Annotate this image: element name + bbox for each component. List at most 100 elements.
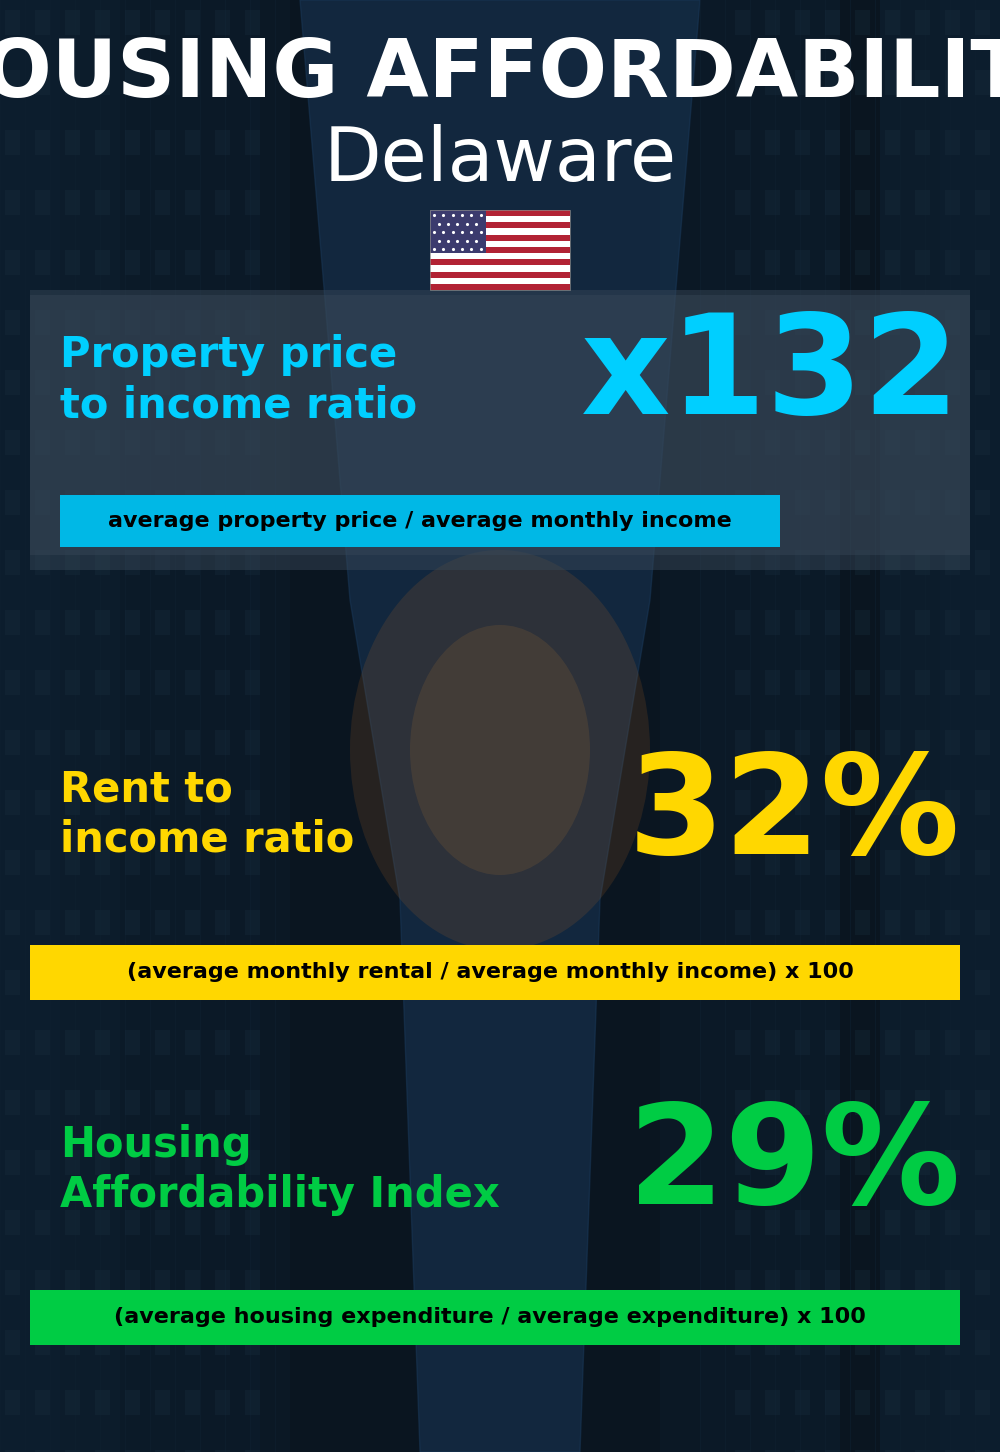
Bar	[65, 131, 80, 155]
Text: 32%: 32%	[628, 748, 960, 883]
Bar	[185, 1090, 200, 1115]
Bar	[5, 1210, 20, 1236]
Bar	[95, 1210, 110, 1236]
Bar	[975, 1330, 990, 1355]
Bar	[185, 430, 200, 454]
Bar	[95, 1150, 110, 1175]
Bar	[5, 309, 20, 335]
Bar	[885, 669, 900, 696]
Bar	[215, 1330, 230, 1355]
Bar	[245, 669, 260, 696]
Bar	[430, 211, 486, 253]
Bar	[65, 430, 80, 454]
Bar	[885, 790, 900, 815]
Bar	[125, 1029, 140, 1056]
Bar	[825, 849, 840, 876]
Bar	[5, 190, 20, 215]
Bar	[95, 1451, 110, 1452]
Bar	[430, 235, 570, 241]
Bar	[95, 1090, 110, 1115]
Bar	[885, 1270, 900, 1295]
Bar	[945, 489, 960, 515]
Bar	[735, 250, 750, 274]
Bar	[825, 190, 840, 215]
Bar	[215, 1029, 230, 1056]
Bar	[95, 370, 110, 395]
Bar	[975, 1390, 990, 1416]
Bar	[125, 550, 140, 575]
Bar	[885, 1451, 900, 1452]
Bar	[125, 1390, 140, 1416]
Ellipse shape	[350, 550, 650, 950]
Text: to income ratio: to income ratio	[60, 383, 417, 425]
Bar	[5, 131, 20, 155]
Bar	[125, 309, 140, 335]
Bar	[825, 1029, 840, 1056]
Bar	[125, 1150, 140, 1175]
Bar	[155, 1451, 170, 1452]
Bar	[885, 70, 900, 94]
Bar	[5, 1451, 20, 1452]
Bar	[35, 70, 50, 94]
Bar	[185, 669, 200, 696]
Bar	[35, 1210, 50, 1236]
Bar	[940, 0, 1000, 1452]
Bar	[700, 0, 760, 1452]
Bar	[35, 910, 50, 935]
Bar	[975, 489, 990, 515]
Bar	[945, 131, 960, 155]
Bar	[125, 730, 140, 755]
Bar	[215, 370, 230, 395]
Bar	[765, 489, 780, 515]
Bar	[125, 250, 140, 274]
Bar	[825, 910, 840, 935]
Text: Affordability Index: Affordability Index	[60, 1175, 500, 1215]
Bar	[125, 610, 140, 635]
Bar	[65, 970, 80, 995]
Bar	[215, 610, 230, 635]
Bar	[735, 309, 750, 335]
Bar	[765, 1390, 780, 1416]
Bar	[155, 1150, 170, 1175]
Bar	[855, 370, 870, 395]
Bar	[35, 190, 50, 215]
Bar	[975, 1090, 990, 1115]
Bar	[215, 190, 230, 215]
Bar	[95, 1270, 110, 1295]
Bar	[35, 610, 50, 635]
Bar	[245, 610, 260, 635]
Bar	[35, 730, 50, 755]
Bar	[245, 1451, 260, 1452]
Bar	[735, 849, 750, 876]
Bar	[155, 1330, 170, 1355]
Bar	[825, 10, 840, 35]
Bar	[915, 489, 930, 515]
Bar	[735, 1029, 750, 1056]
Bar	[95, 730, 110, 755]
Bar	[5, 250, 20, 274]
Bar	[765, 970, 780, 995]
Bar	[825, 610, 840, 635]
Bar	[185, 970, 200, 995]
Bar	[765, 190, 780, 215]
Bar	[735, 70, 750, 94]
Text: income ratio: income ratio	[60, 819, 354, 861]
Bar	[915, 1390, 930, 1416]
Bar	[125, 1090, 140, 1115]
Bar	[245, 970, 260, 995]
Bar	[95, 190, 110, 215]
Bar	[65, 250, 80, 274]
Bar	[825, 70, 840, 94]
Bar	[245, 790, 260, 815]
Bar	[855, 131, 870, 155]
Bar	[825, 1390, 840, 1416]
Bar	[65, 910, 80, 935]
Bar	[125, 70, 140, 94]
Bar	[795, 1390, 810, 1416]
Bar	[825, 1210, 840, 1236]
Bar	[825, 1270, 840, 1295]
Bar	[945, 1210, 960, 1236]
Bar	[855, 610, 870, 635]
Bar	[945, 1090, 960, 1115]
Bar	[430, 216, 570, 222]
